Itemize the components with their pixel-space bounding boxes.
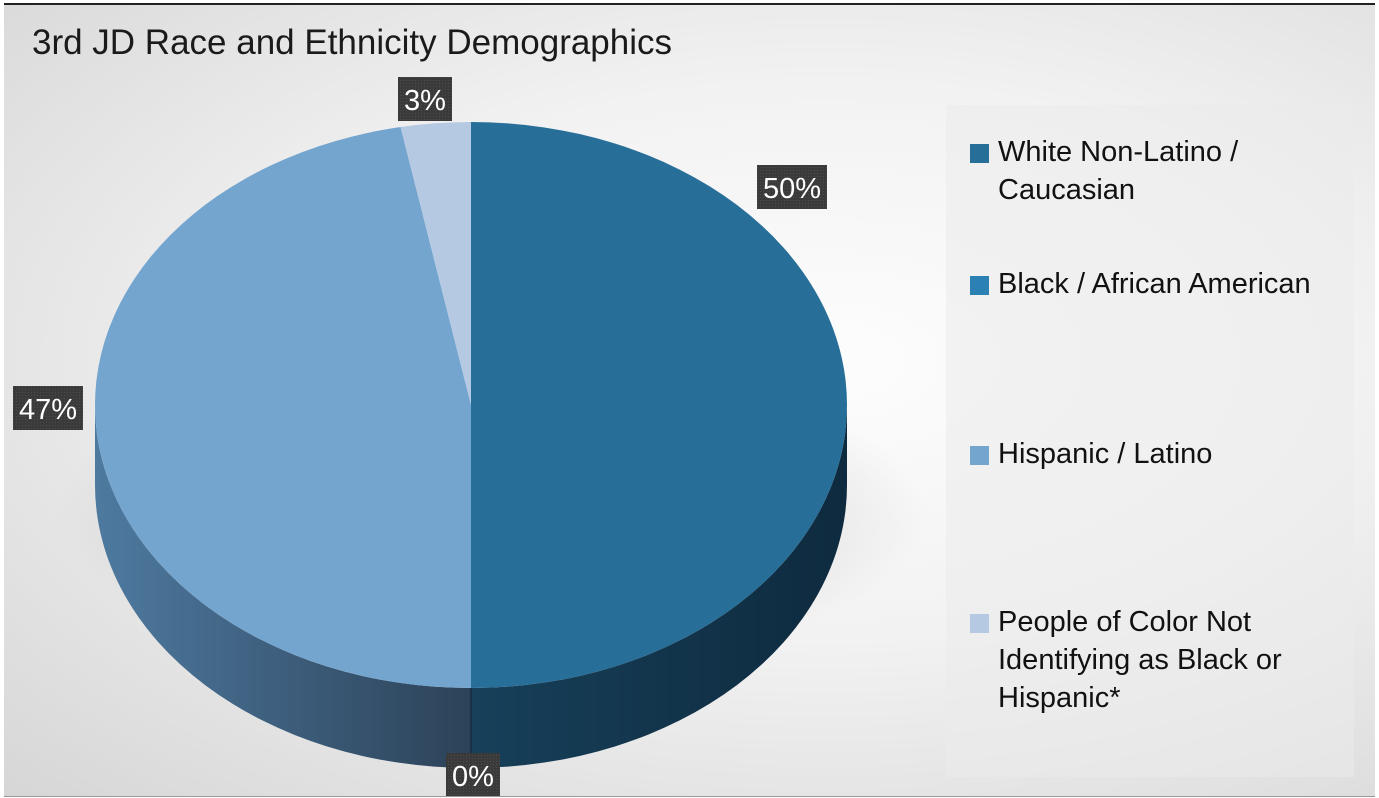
legend-item-0: White Non-Latino / Caucasian: [970, 133, 1358, 209]
legend-item-3: People of Color Not Identifying as Black…: [970, 603, 1358, 717]
pie-side-0: [471, 405, 847, 768]
legend-item-2: Hispanic / Latino: [970, 435, 1358, 473]
data-label-text-2: 47%: [19, 394, 77, 426]
chart-title: 3rd JD Race and Ethnicity Demographics: [32, 23, 673, 62]
data-label-text-3: 3%: [404, 85, 446, 117]
legend-label-2: Hispanic / Latino: [998, 438, 1213, 470]
pie-chart: 50% 0% 47% 3%: [13, 77, 927, 796]
legend-label-1: Black / African American: [998, 268, 1311, 300]
legend-label-0: White Non-Latino / Caucasian: [998, 136, 1239, 206]
data-label-box-0: [757, 165, 827, 209]
legend-swatch-3: [970, 614, 989, 633]
pie-slice-0: [471, 122, 847, 688]
data-label-1: 0%: [446, 753, 500, 796]
data-label-box-2: [13, 386, 83, 430]
data-label-box-1: [446, 753, 500, 796]
data-label-0: 50%: [757, 165, 827, 209]
chart-frame: 3rd JD Race and Ethnicity Demographics 5…: [4, 3, 1375, 797]
legend-label-3: People of Color Not Identifying as Black…: [998, 606, 1282, 714]
pie-slice-3: [400, 122, 471, 405]
legend-swatch-0: [970, 144, 989, 163]
pie-slice-2: [94, 127, 472, 689]
legend-swatch-2: [970, 446, 989, 465]
legend-item-1: Black / African American: [970, 265, 1358, 303]
data-label-text-1: 0%: [452, 761, 494, 793]
data-label-3: 3%: [398, 77, 452, 121]
data-label-2: 47%: [13, 386, 83, 430]
data-label-text-0: 50%: [763, 173, 821, 205]
legend: White Non-Latino / Caucasian Black / Afri…: [946, 105, 1354, 777]
data-label-box-3: [398, 77, 452, 121]
pie-side-2: [95, 405, 471, 768]
legend-swatch-1: [970, 276, 989, 295]
